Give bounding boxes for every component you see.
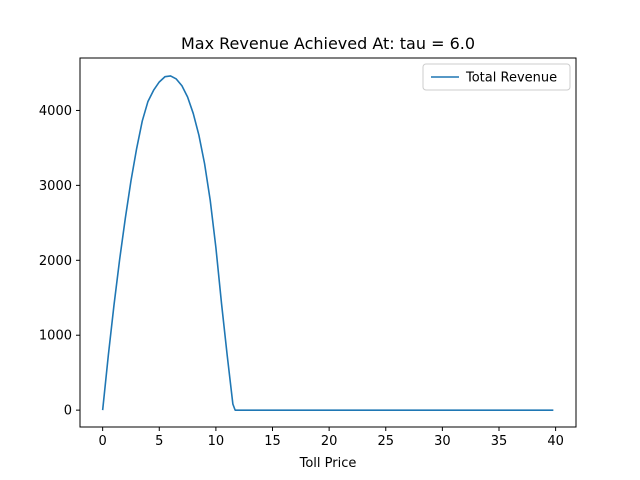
- x-tick-label: 5: [155, 434, 163, 449]
- x-tick-label: 0: [99, 434, 107, 449]
- x-tick-label: 10: [208, 434, 225, 449]
- legend-label: Total Revenue: [465, 71, 557, 86]
- y-tick-label: 0: [64, 404, 72, 419]
- y-tick-label: 2000: [39, 254, 72, 269]
- x-axis: 0 5 10 15 20 25 30 35 40: [99, 427, 564, 449]
- y-tick-label: 3000: [39, 179, 72, 194]
- legend: Total Revenue: [422, 63, 571, 91]
- plot-area: [101, 75, 554, 411]
- plot-frame: [79, 57, 577, 428]
- x-tick-label: 35: [491, 434, 508, 449]
- y-axis: 0 1000 2000 3000 4000: [39, 104, 80, 419]
- series-line-total-revenue: [101, 75, 554, 411]
- x-tick-label: 15: [264, 434, 281, 449]
- y-tick-label: 1000: [39, 329, 72, 344]
- chart-title: Max Revenue Achieved At: tau = 6.0: [181, 34, 475, 53]
- x-axis-label: Toll Price: [299, 456, 357, 471]
- x-tick-label: 25: [377, 434, 394, 449]
- y-tick-label: 4000: [39, 104, 72, 119]
- x-tick-label: 30: [434, 434, 451, 449]
- x-tick-label: 40: [547, 434, 564, 449]
- x-tick-label: 20: [321, 434, 338, 449]
- legend-box: [422, 63, 571, 91]
